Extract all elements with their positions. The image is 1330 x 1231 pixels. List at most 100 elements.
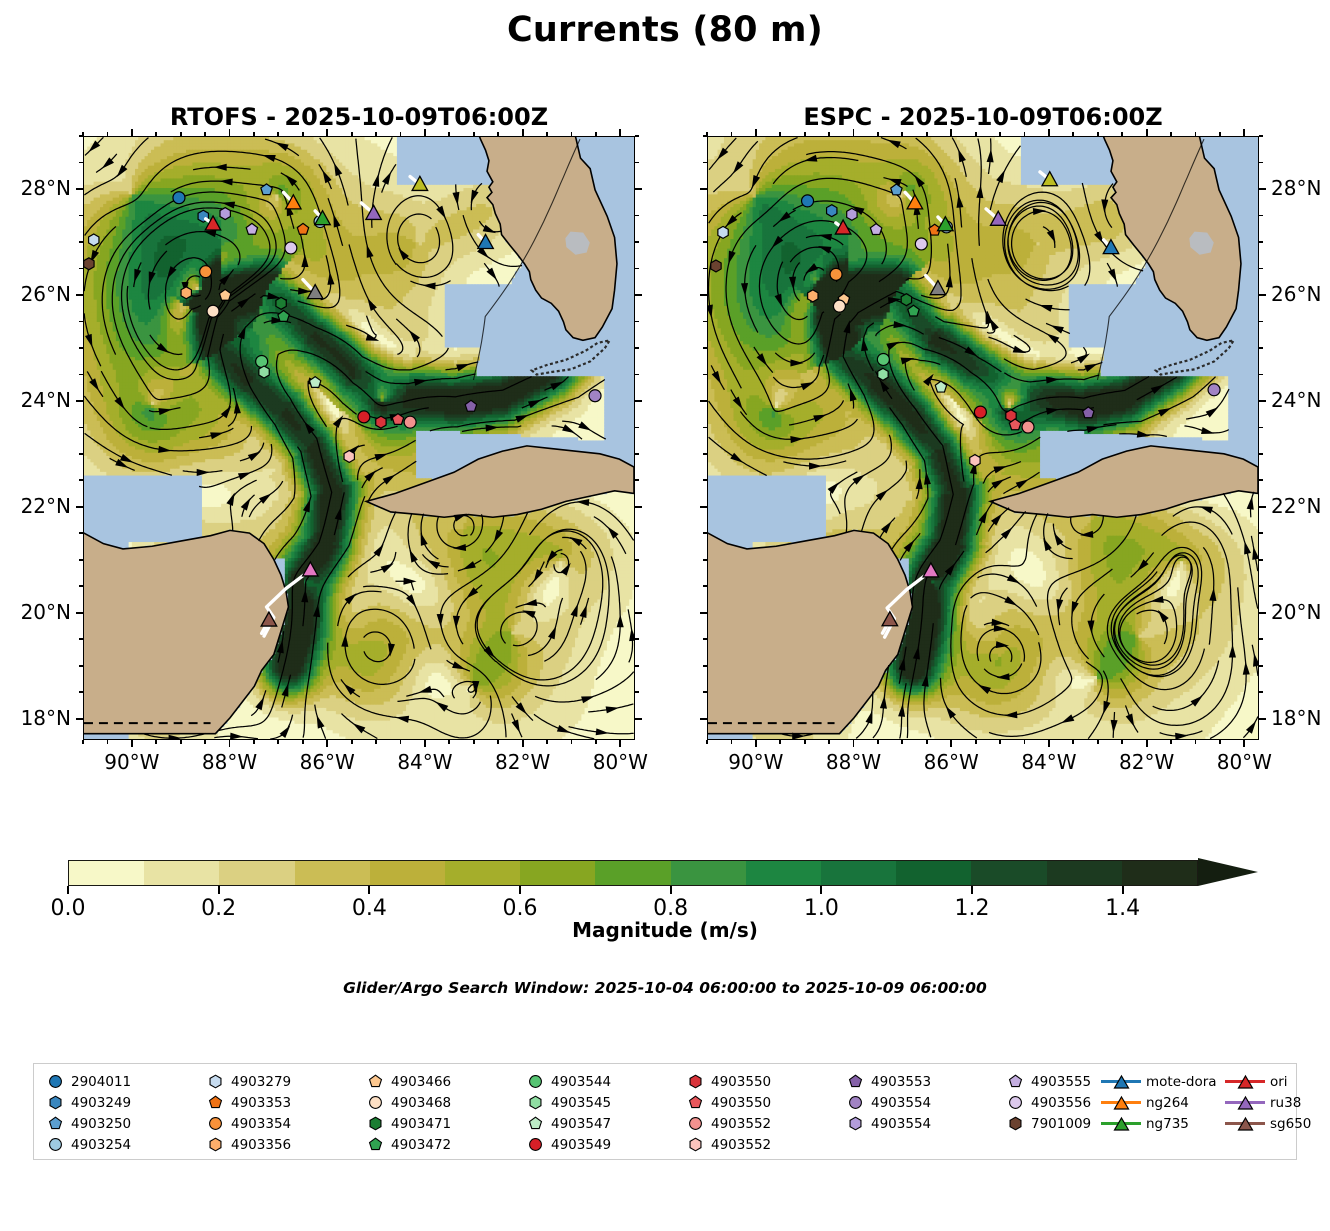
glider-position-marker[interactable] bbox=[880, 610, 899, 627]
argo-float-marker[interactable] bbox=[296, 222, 310, 235]
map-panel-rtofs[interactable] bbox=[83, 136, 635, 740]
argo-float-marker[interactable] bbox=[907, 304, 920, 317]
legend-item-argo[interactable]: 4903547 bbox=[522, 1113, 611, 1134]
argo-float-marker[interactable] bbox=[1008, 418, 1022, 431]
legend-item-argo[interactable]: 7901009 bbox=[1002, 1113, 1091, 1134]
argo-float-marker[interactable] bbox=[219, 206, 231, 221]
legend-item-argo[interactable]: 4903354 bbox=[202, 1113, 291, 1134]
argo-float-marker[interactable] bbox=[829, 267, 843, 281]
glider-position-marker[interactable] bbox=[1102, 238, 1120, 255]
glider-position-marker[interactable] bbox=[834, 218, 852, 235]
argo-float-marker[interactable] bbox=[877, 367, 889, 381]
legend-item-argo[interactable]: 4903549 bbox=[522, 1134, 611, 1155]
legend-item-argo[interactable]: 4903468 bbox=[362, 1092, 451, 1113]
legend-item-argo[interactable]: 4903556 bbox=[1002, 1092, 1091, 1113]
legend-item-argo[interactable]: 4903552 bbox=[682, 1113, 771, 1134]
argo-markers-rtofs[interactable] bbox=[84, 183, 602, 464]
glider-position-marker[interactable] bbox=[922, 561, 940, 578]
argo-float-marker[interactable] bbox=[284, 241, 298, 255]
argo-float-marker[interactable] bbox=[357, 410, 371, 424]
argo-float-marker[interactable] bbox=[846, 207, 858, 222]
argo-float-marker[interactable] bbox=[464, 399, 478, 412]
glider-position-marker[interactable] bbox=[204, 214, 222, 231]
glider-tracks-espc[interactable] bbox=[834, 170, 1120, 639]
glider-position-marker[interactable] bbox=[989, 209, 1008, 226]
legend-item-argo[interactable]: 4903254 bbox=[42, 1134, 131, 1155]
argo-float-marker[interactable] bbox=[391, 412, 405, 425]
argo-float-marker[interactable] bbox=[1081, 406, 1095, 419]
argo-float-marker[interactable] bbox=[275, 296, 287, 311]
glider-position-marker[interactable] bbox=[364, 204, 383, 221]
legend-item-argo[interactable]: 4903552 bbox=[682, 1134, 771, 1155]
legend-item-argo[interactable]: 4903555 bbox=[1002, 1071, 1091, 1092]
glider-position-marker[interactable] bbox=[313, 209, 332, 226]
argo-float-marker[interactable] bbox=[973, 405, 987, 419]
glider-position-marker[interactable] bbox=[1040, 170, 1059, 187]
argo-float-marker[interactable] bbox=[375, 415, 387, 429]
argo-float-marker[interactable] bbox=[260, 183, 273, 196]
legend-item-glider[interactable]: ori bbox=[1223, 1071, 1311, 1092]
legend-item-argo[interactable]: 4903545 bbox=[522, 1092, 611, 1113]
argo-float-marker[interactable] bbox=[876, 352, 890, 367]
argo-float-marker[interactable] bbox=[717, 225, 729, 240]
legend-item-argo[interactable]: 2904011 bbox=[42, 1071, 131, 1092]
argo-float-marker[interactable] bbox=[180, 286, 193, 300]
colorbar[interactable] bbox=[68, 858, 1258, 887]
legend-item-argo[interactable]: 4903550 bbox=[682, 1092, 771, 1113]
argo-markers-espc[interactable] bbox=[710, 183, 1221, 468]
argo-float-marker[interactable] bbox=[710, 259, 722, 273]
argo-float-marker[interactable] bbox=[206, 304, 220, 318]
legend-item-argo[interactable]: 4903250 bbox=[42, 1113, 131, 1134]
argo-float-marker[interactable] bbox=[277, 309, 290, 322]
argo-float-marker[interactable] bbox=[800, 194, 815, 208]
argo-float-marker[interactable] bbox=[87, 233, 100, 247]
legend-item-argo[interactable]: 4903471 bbox=[362, 1113, 451, 1134]
argo-float-marker[interactable] bbox=[172, 191, 186, 205]
glider-tracks-rtofs[interactable] bbox=[203, 174, 495, 638]
argo-float-marker[interactable] bbox=[403, 415, 417, 429]
legend-item-argo[interactable]: 4903472 bbox=[362, 1134, 451, 1155]
argo-float-marker[interactable] bbox=[308, 375, 322, 388]
map-panel-espc[interactable] bbox=[707, 136, 1259, 740]
glider-position-marker[interactable] bbox=[301, 560, 320, 577]
legend-item-argo[interactable]: 4903544 bbox=[522, 1071, 611, 1092]
glider-position-marker[interactable] bbox=[306, 283, 325, 300]
legend-item-argo[interactable]: 4903550 bbox=[682, 1071, 771, 1092]
argo-float-marker[interactable] bbox=[1207, 383, 1221, 397]
legend-item-glider[interactable]: sg650 bbox=[1223, 1113, 1311, 1134]
argo-float-marker[interactable] bbox=[1021, 420, 1035, 434]
argo-float-marker[interactable] bbox=[869, 222, 883, 236]
glider-position-marker[interactable] bbox=[476, 233, 495, 250]
legend-item-argo[interactable]: 4903554 bbox=[842, 1113, 931, 1134]
legend-item-glider[interactable]: ru38 bbox=[1223, 1092, 1311, 1113]
legend-item-argo[interactable]: 4903356 bbox=[202, 1134, 291, 1155]
legend-item-argo[interactable]: 4903466 bbox=[362, 1071, 451, 1092]
argo-float-marker[interactable] bbox=[807, 289, 819, 303]
legend-item-argo[interactable]: 4903553 bbox=[842, 1071, 931, 1092]
legend-item-glider[interactable]: ng735 bbox=[1099, 1113, 1217, 1134]
legend-item-glider[interactable]: mote-dora bbox=[1099, 1071, 1217, 1092]
argo-float-marker[interactable] bbox=[890, 183, 903, 196]
argo-float-marker[interactable] bbox=[343, 449, 356, 464]
argo-float-marker[interactable] bbox=[84, 257, 95, 271]
legend-item-argo[interactable]: 4903279 bbox=[202, 1071, 291, 1092]
glider-position-marker[interactable] bbox=[284, 193, 303, 210]
argo-float-marker[interactable] bbox=[832, 299, 846, 313]
argo-float-marker[interactable] bbox=[825, 203, 838, 218]
legend-item-argo[interactable]: 4903249 bbox=[42, 1092, 131, 1113]
argo-float-marker[interactable] bbox=[199, 265, 213, 279]
argo-float-marker[interactable] bbox=[588, 389, 602, 403]
argo-float-marker[interactable] bbox=[900, 292, 913, 307]
glider-position-marker[interactable] bbox=[260, 610, 278, 627]
glider-position-marker[interactable] bbox=[411, 175, 429, 192]
argo-float-marker[interactable] bbox=[914, 237, 928, 251]
argo-float-marker[interactable] bbox=[255, 354, 269, 369]
legend-item-argo[interactable]: 4903554 bbox=[842, 1092, 931, 1113]
argo-float-marker[interactable] bbox=[969, 453, 981, 468]
glider-position-marker[interactable] bbox=[936, 215, 955, 232]
legend-item-glider[interactable]: ng264 bbox=[1099, 1092, 1217, 1113]
glider-position-marker[interactable] bbox=[929, 279, 947, 296]
argo-float-marker[interactable] bbox=[245, 222, 259, 235]
argo-float-marker[interactable] bbox=[258, 365, 270, 379]
argo-float-marker[interactable] bbox=[218, 288, 232, 301]
